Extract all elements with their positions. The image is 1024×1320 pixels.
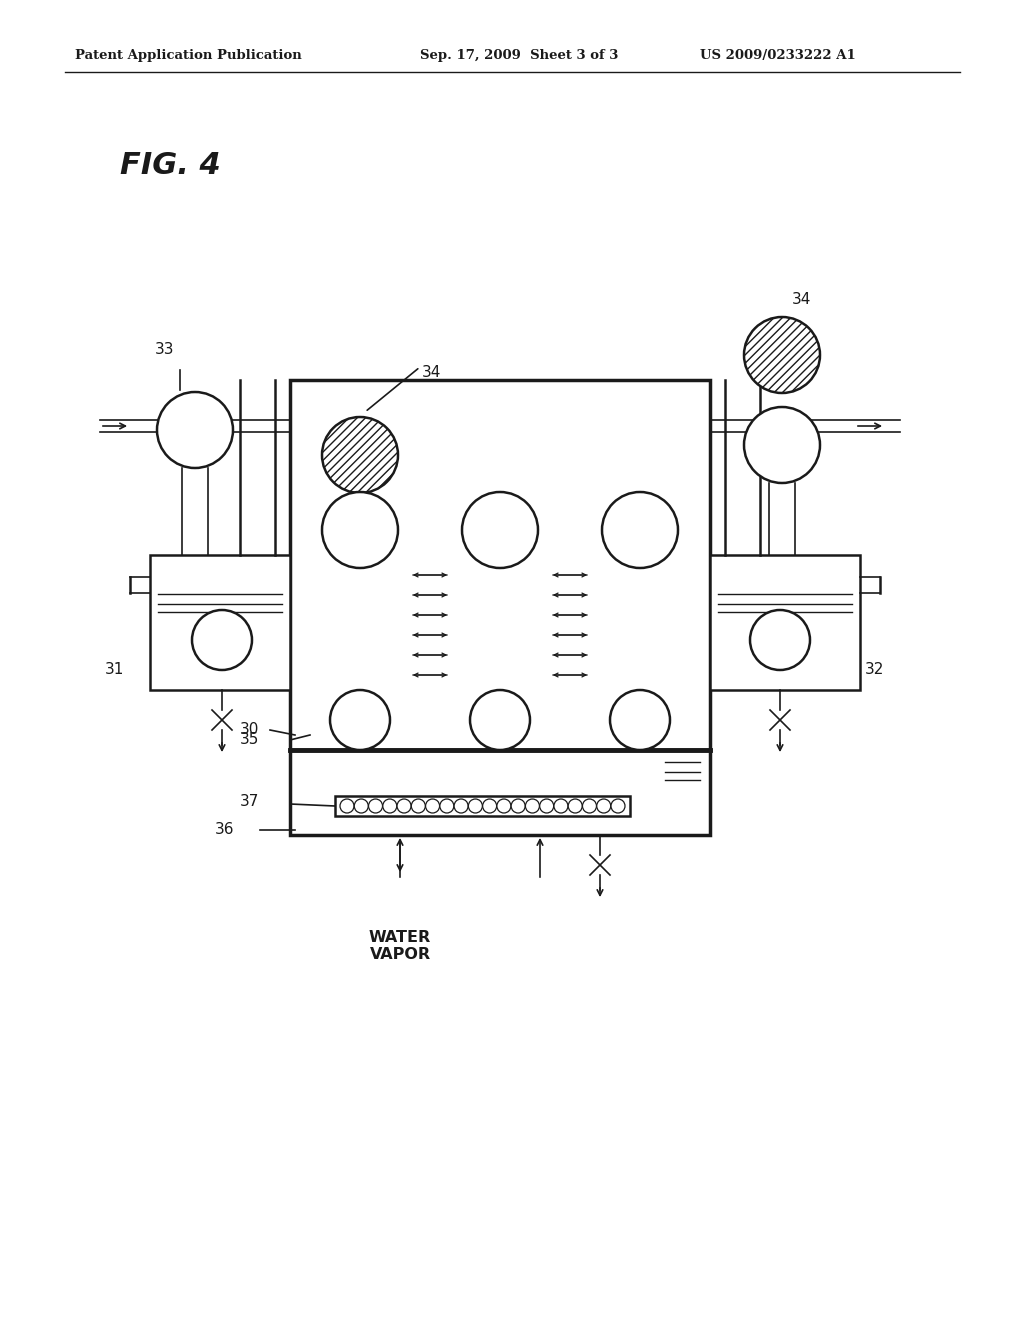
Circle shape xyxy=(470,690,530,750)
Bar xyxy=(358,568,362,690)
Circle shape xyxy=(462,492,538,568)
Circle shape xyxy=(482,799,497,813)
Bar xyxy=(498,568,502,690)
Circle shape xyxy=(397,799,411,813)
Bar xyxy=(710,554,860,690)
Circle shape xyxy=(744,407,820,483)
Circle shape xyxy=(744,317,820,393)
Circle shape xyxy=(322,417,398,492)
Circle shape xyxy=(340,799,354,813)
Circle shape xyxy=(597,799,610,813)
Bar xyxy=(290,380,710,750)
Circle shape xyxy=(583,799,596,813)
Circle shape xyxy=(322,492,398,568)
Text: WATER
VAPOR: WATER VAPOR xyxy=(369,931,431,962)
Circle shape xyxy=(525,799,540,813)
Circle shape xyxy=(454,799,468,813)
Circle shape xyxy=(511,799,525,813)
Circle shape xyxy=(468,799,482,813)
Circle shape xyxy=(193,610,252,671)
Text: 33: 33 xyxy=(155,342,174,358)
Bar xyxy=(290,750,710,836)
Text: 34: 34 xyxy=(422,366,441,380)
Circle shape xyxy=(610,690,670,750)
Circle shape xyxy=(554,799,568,813)
Circle shape xyxy=(383,799,396,813)
Circle shape xyxy=(330,690,390,750)
Circle shape xyxy=(157,392,233,469)
Bar xyxy=(638,568,642,690)
Circle shape xyxy=(611,799,625,813)
Text: Patent Application Publication: Patent Application Publication xyxy=(75,49,302,62)
Bar xyxy=(150,554,290,690)
Text: 30: 30 xyxy=(240,722,259,738)
Circle shape xyxy=(412,799,425,813)
Circle shape xyxy=(440,799,454,813)
Text: 32: 32 xyxy=(865,663,885,677)
Text: US 2009/0233222 A1: US 2009/0233222 A1 xyxy=(700,49,856,62)
Circle shape xyxy=(750,610,810,671)
Text: 34: 34 xyxy=(792,293,811,308)
Circle shape xyxy=(497,799,511,813)
Circle shape xyxy=(426,799,439,813)
Circle shape xyxy=(568,799,583,813)
Text: 35: 35 xyxy=(240,733,259,747)
Circle shape xyxy=(602,492,678,568)
Circle shape xyxy=(369,799,383,813)
Text: 31: 31 xyxy=(105,663,124,677)
Text: 37: 37 xyxy=(240,793,259,808)
Text: FIG. 4: FIG. 4 xyxy=(120,150,221,180)
Circle shape xyxy=(354,799,369,813)
Bar xyxy=(335,796,630,816)
Text: Sep. 17, 2009  Sheet 3 of 3: Sep. 17, 2009 Sheet 3 of 3 xyxy=(420,49,618,62)
Circle shape xyxy=(540,799,554,813)
Text: 36: 36 xyxy=(215,822,234,837)
